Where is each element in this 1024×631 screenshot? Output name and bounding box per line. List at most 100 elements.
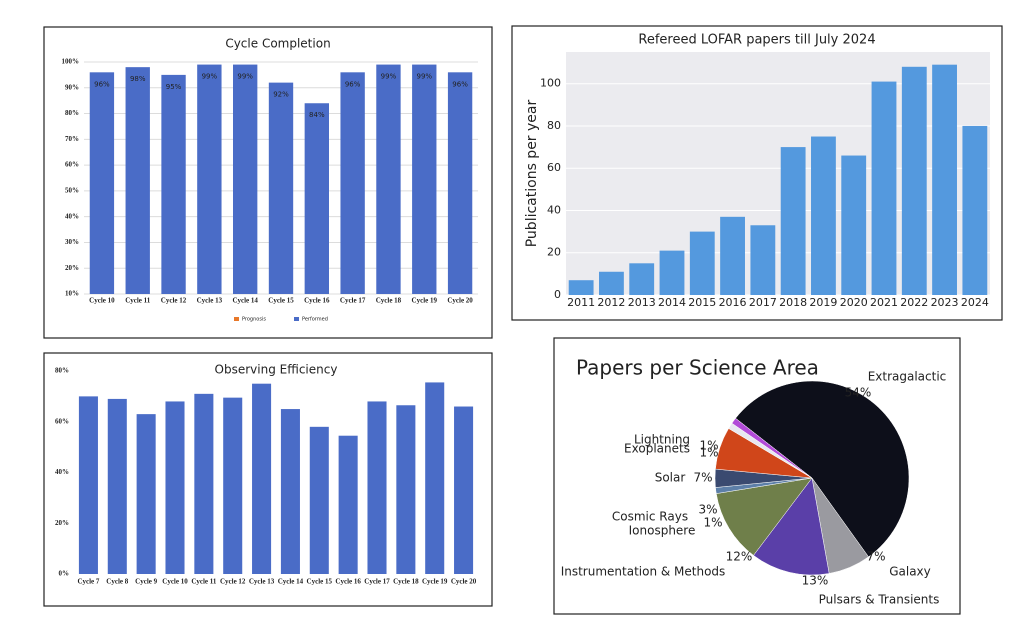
x-tick-label: Cycle 16	[304, 297, 330, 305]
bar	[962, 125, 988, 296]
x-tick-label: 2013	[628, 296, 656, 309]
x-tick-label: Cycle 20	[451, 578, 477, 586]
x-tick-label: Cycle 19	[412, 297, 438, 305]
slice-label: Pulsars & Transients	[819, 593, 940, 607]
bar	[447, 72, 473, 294]
y-tick-label: 60%	[65, 161, 79, 169]
bar	[136, 414, 156, 574]
bar	[340, 72, 365, 294]
y-tick-label: 70%	[65, 135, 79, 143]
bar	[629, 263, 655, 295]
y-tick-label: 90%	[65, 83, 79, 91]
x-tick-label: Cycle 11	[191, 578, 217, 586]
bar	[780, 147, 806, 295]
bar	[280, 409, 300, 574]
x-tick-label: 2012	[597, 296, 625, 309]
y-axis-label: Publications per year	[524, 100, 540, 248]
pie-slice	[715, 477, 813, 556]
slice-label: Extragalactic	[868, 370, 947, 384]
legend-label: Prognosis	[242, 317, 266, 323]
x-tick-label: Cycle 20	[447, 297, 473, 305]
legend-swatch	[234, 317, 239, 321]
x-tick-label: Cycle 10	[162, 578, 188, 586]
y-tick-label: 80%	[65, 109, 79, 117]
slice-percent: 1%	[699, 446, 718, 460]
bar	[107, 398, 127, 574]
data-label: 96%	[345, 80, 361, 88]
bar	[689, 231, 715, 295]
x-tick-label: Cycle 15	[307, 578, 333, 586]
x-tick-label: 2019	[809, 296, 837, 309]
y-tick-label: 80	[547, 119, 561, 132]
x-tick-label: Cycle 14	[232, 297, 258, 305]
x-tick-label: 2018	[779, 296, 807, 309]
chart-title: Cycle Completion	[225, 37, 330, 51]
chart-title: Papers per Science Area	[576, 356, 819, 380]
bar	[197, 64, 222, 294]
y-tick-label: 80%	[55, 367, 69, 375]
y-tick-label: 0%	[59, 570, 70, 578]
x-tick-label: 2021	[870, 296, 898, 309]
bar	[811, 136, 836, 295]
slice-percent: 12%	[726, 550, 753, 564]
chart-title: Observing Efficiency	[215, 363, 338, 377]
y-tick-label: 60%	[55, 417, 69, 425]
bar	[194, 393, 214, 574]
x-tick-label: Cycle 11	[125, 297, 151, 305]
y-tick-label: 0	[554, 288, 561, 301]
y-tick-label: 30%	[65, 238, 79, 246]
bar	[901, 66, 927, 295]
data-label: 99%	[237, 73, 253, 81]
slice-label: Ionosphere	[629, 524, 696, 538]
y-tick-label: 10%	[65, 290, 79, 298]
x-tick-label: Cycle 7	[77, 578, 99, 586]
slice-label: Solar	[655, 471, 686, 485]
x-tick-label: Cycle 13	[249, 578, 275, 586]
data-label: 96%	[94, 80, 110, 88]
data-label: 99%	[202, 73, 218, 81]
bar	[165, 401, 185, 574]
data-label: 96%	[452, 80, 468, 88]
x-tick-label: Cycle 14	[278, 578, 304, 586]
bar	[89, 72, 115, 294]
x-tick-label: Cycle 16	[335, 578, 361, 586]
data-label: 98%	[130, 75, 146, 83]
legend-label: Performed	[302, 317, 328, 323]
bar	[304, 103, 329, 294]
slice-percent: 3%	[698, 503, 717, 517]
legend-swatch	[294, 317, 299, 321]
x-tick-label: Cycle 8	[106, 578, 128, 586]
y-tick-label: 40%	[55, 468, 69, 476]
chart-title: Refereed LOFAR papers till July 2024	[638, 33, 875, 48]
slice-percent: 13%	[802, 574, 829, 588]
x-tick-label: Cycle 15	[268, 297, 294, 305]
bar	[233, 64, 258, 294]
bar	[252, 383, 272, 574]
slice-percent: 7%	[693, 471, 712, 485]
data-label: 95%	[166, 83, 182, 91]
x-tick-label: 2015	[688, 296, 716, 309]
slice-percent: 7%	[866, 550, 885, 564]
bar	[161, 74, 186, 294]
bar	[425, 382, 445, 574]
x-tick-label: Cycle 18	[376, 297, 402, 305]
bar	[78, 396, 98, 574]
bar	[338, 435, 358, 574]
y-tick-label: 40	[547, 203, 561, 216]
y-tick-label: 50%	[65, 186, 79, 194]
x-tick-label: Cycle 10	[89, 297, 115, 305]
pie-slice	[731, 417, 813, 479]
x-tick-label: Cycle 17	[340, 297, 366, 305]
bar	[309, 426, 329, 574]
x-tick-label: Cycle 12	[161, 297, 187, 305]
slice-label: Galaxy	[889, 565, 931, 579]
y-tick-label: 60	[547, 161, 561, 174]
x-tick-label: Cycle 13	[197, 297, 223, 305]
slice-percent: 1%	[703, 516, 722, 530]
slice-percent: 1%	[699, 439, 718, 453]
x-tick-label: 2020	[840, 296, 868, 309]
slice-label: Instrumentation & Methods	[561, 565, 726, 579]
y-tick-label: 20%	[65, 264, 79, 272]
x-tick-label: 2022	[900, 296, 928, 309]
